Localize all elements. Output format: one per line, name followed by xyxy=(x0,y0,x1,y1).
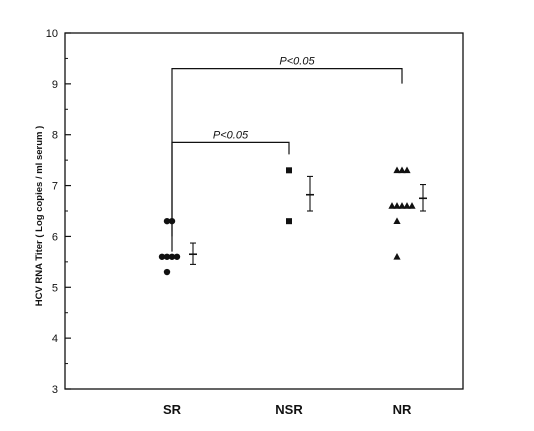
data-point xyxy=(403,202,411,209)
y-tick-label: 10 xyxy=(46,28,58,40)
data-point xyxy=(163,253,171,260)
y-tick-label: 5 xyxy=(52,282,58,294)
data-point xyxy=(168,217,176,225)
category-label-nr: NR xyxy=(393,402,412,417)
x-axis-categories: SR NSR NR xyxy=(163,402,412,417)
data-point xyxy=(286,218,292,225)
category-label-nsr: NSR xyxy=(275,402,303,417)
y-tick-label: 4 xyxy=(52,333,58,345)
y-tick-label: 6 xyxy=(52,231,58,243)
data-point xyxy=(393,252,401,260)
significance-label: P<0.05 xyxy=(213,129,249,141)
data-point xyxy=(393,202,401,209)
data-point xyxy=(408,202,416,209)
significance-bracket xyxy=(171,141,290,237)
category-label-sr: SR xyxy=(163,402,182,417)
data-point xyxy=(398,202,406,209)
error-bars xyxy=(189,175,427,265)
data-point xyxy=(393,166,401,174)
data-point xyxy=(158,253,166,260)
y-tick-label: 9 xyxy=(52,79,58,91)
data-point xyxy=(173,253,181,260)
plot-frame xyxy=(64,32,464,390)
data-point xyxy=(393,217,401,224)
data-point xyxy=(388,202,396,209)
data-point xyxy=(398,166,406,174)
axes xyxy=(64,32,464,390)
y-tick-label: 7 xyxy=(52,181,58,193)
y-tick-label: 3 xyxy=(52,384,58,396)
y-tick-label: 8 xyxy=(52,130,58,142)
y-axis-ticks: 3 4 5 6 7 8 9 10 xyxy=(46,28,71,396)
data-point xyxy=(286,167,292,174)
significance-annotations: P<0.05 P<0.05 xyxy=(171,56,403,252)
significance-bracket xyxy=(171,67,403,252)
data-point xyxy=(168,253,176,260)
significance-label: P<0.05 xyxy=(279,56,315,68)
data-points xyxy=(158,166,416,276)
y-axis-label: HCV RNA Titer ( Log copies / ml serum ) xyxy=(34,126,45,307)
data-point xyxy=(163,268,171,276)
data-point xyxy=(163,217,171,225)
data-point xyxy=(403,166,411,174)
